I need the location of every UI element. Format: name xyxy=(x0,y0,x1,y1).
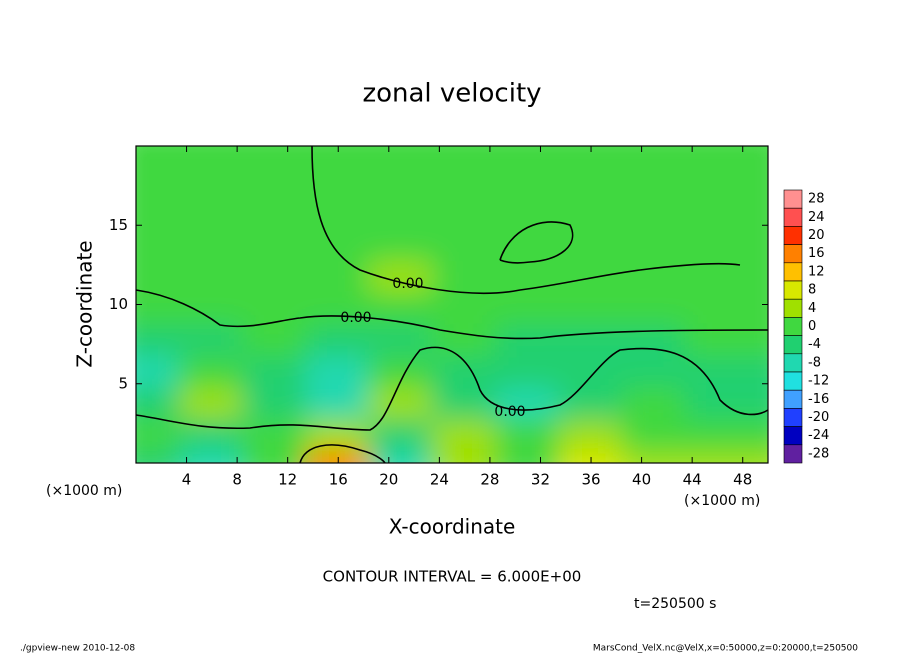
field xyxy=(136,146,768,463)
colorbar: 28 24 20 16 12 8 4 0 -4 -8 -12 -16 -20 -24 -28 xyxy=(783,189,829,464)
contour-line xyxy=(135,289,769,340)
contour-label: 0.00 xyxy=(340,310,371,326)
colorbar-box xyxy=(783,207,803,227)
colorbar-label: -24 xyxy=(808,428,829,443)
x-tick-label: 24 xyxy=(430,471,449,489)
colorbar-box xyxy=(783,444,803,464)
contour-line xyxy=(499,221,574,264)
x-unit: (×1000 m) xyxy=(684,493,760,509)
time: t=250500 s xyxy=(634,596,716,612)
colorbar-box xyxy=(783,335,803,355)
x-tick-label: 20 xyxy=(379,471,398,489)
colorbar-label: -8 xyxy=(808,355,821,370)
y-tick-label: 10 xyxy=(109,295,128,313)
colorbar-box xyxy=(783,317,803,336)
x-tick-label: 48 xyxy=(733,471,752,489)
contour-line xyxy=(311,145,741,295)
x-tick-label: 28 xyxy=(480,471,499,489)
footer-right: MarsCond_VelX.nc@VelX,x=0:50000,z=0:2000… xyxy=(593,644,858,654)
contour-label: 0.00 xyxy=(494,404,525,420)
colorbar-box xyxy=(783,189,803,209)
contour-label: 0.00 xyxy=(392,276,423,292)
x-tick-label: 32 xyxy=(531,471,550,489)
colorbar-box xyxy=(783,244,803,264)
colorbar-label: 16 xyxy=(808,246,825,261)
colorbar-label: 28 xyxy=(808,192,825,207)
footer-left: ./gpview-new 2010-12-08 xyxy=(20,644,135,654)
y-axis-label: Z-coordinate xyxy=(73,240,97,367)
colorbar-label: 8 xyxy=(808,283,816,298)
x-tick-label: 16 xyxy=(329,471,348,489)
y-tick-label: 5 xyxy=(118,374,128,392)
colorbar-box xyxy=(783,280,803,300)
chart-title: zonal velocity xyxy=(362,79,541,109)
colorbar-label: -12 xyxy=(808,374,829,389)
field-cell xyxy=(684,146,768,198)
contour-lines xyxy=(135,145,769,464)
y-tick-label: 15 xyxy=(109,216,128,234)
colorbar-label: 20 xyxy=(808,228,825,243)
x-tick-label: 36 xyxy=(581,471,600,489)
colorbar-label: 0 xyxy=(808,319,816,334)
x-tick-label: 4 xyxy=(182,471,192,489)
colorbar-box xyxy=(783,353,803,373)
colorbar-box xyxy=(783,262,803,282)
colorbar-box xyxy=(783,408,803,427)
colorbar-label: -20 xyxy=(808,410,829,425)
colorbar-label: 24 xyxy=(808,210,825,225)
x-axis-label: X-coordinate xyxy=(389,515,516,539)
contour-interval: CONTOUR INTERVAL = 6.000E+00 xyxy=(323,568,582,586)
colorbar-label: -16 xyxy=(808,392,829,407)
colorbar-label: 4 xyxy=(808,301,816,316)
colorbar-label: -28 xyxy=(808,446,829,461)
x-tick-label: 40 xyxy=(632,471,651,489)
y-unit: (×1000 m) xyxy=(46,483,122,499)
x-tick-label: 8 xyxy=(232,471,242,489)
colorbar-box xyxy=(783,426,803,446)
colorbar-box xyxy=(783,371,803,391)
colorbar-box xyxy=(783,226,803,245)
colorbar-label: 12 xyxy=(808,264,825,279)
contour-line xyxy=(299,444,386,464)
x-tick-label: 12 xyxy=(278,471,297,489)
contour-line xyxy=(135,346,769,431)
colorbar-box xyxy=(783,389,803,409)
x-tick-label: 44 xyxy=(683,471,702,489)
colorbar-label: -4 xyxy=(808,337,821,352)
colorbar-box xyxy=(783,298,803,318)
